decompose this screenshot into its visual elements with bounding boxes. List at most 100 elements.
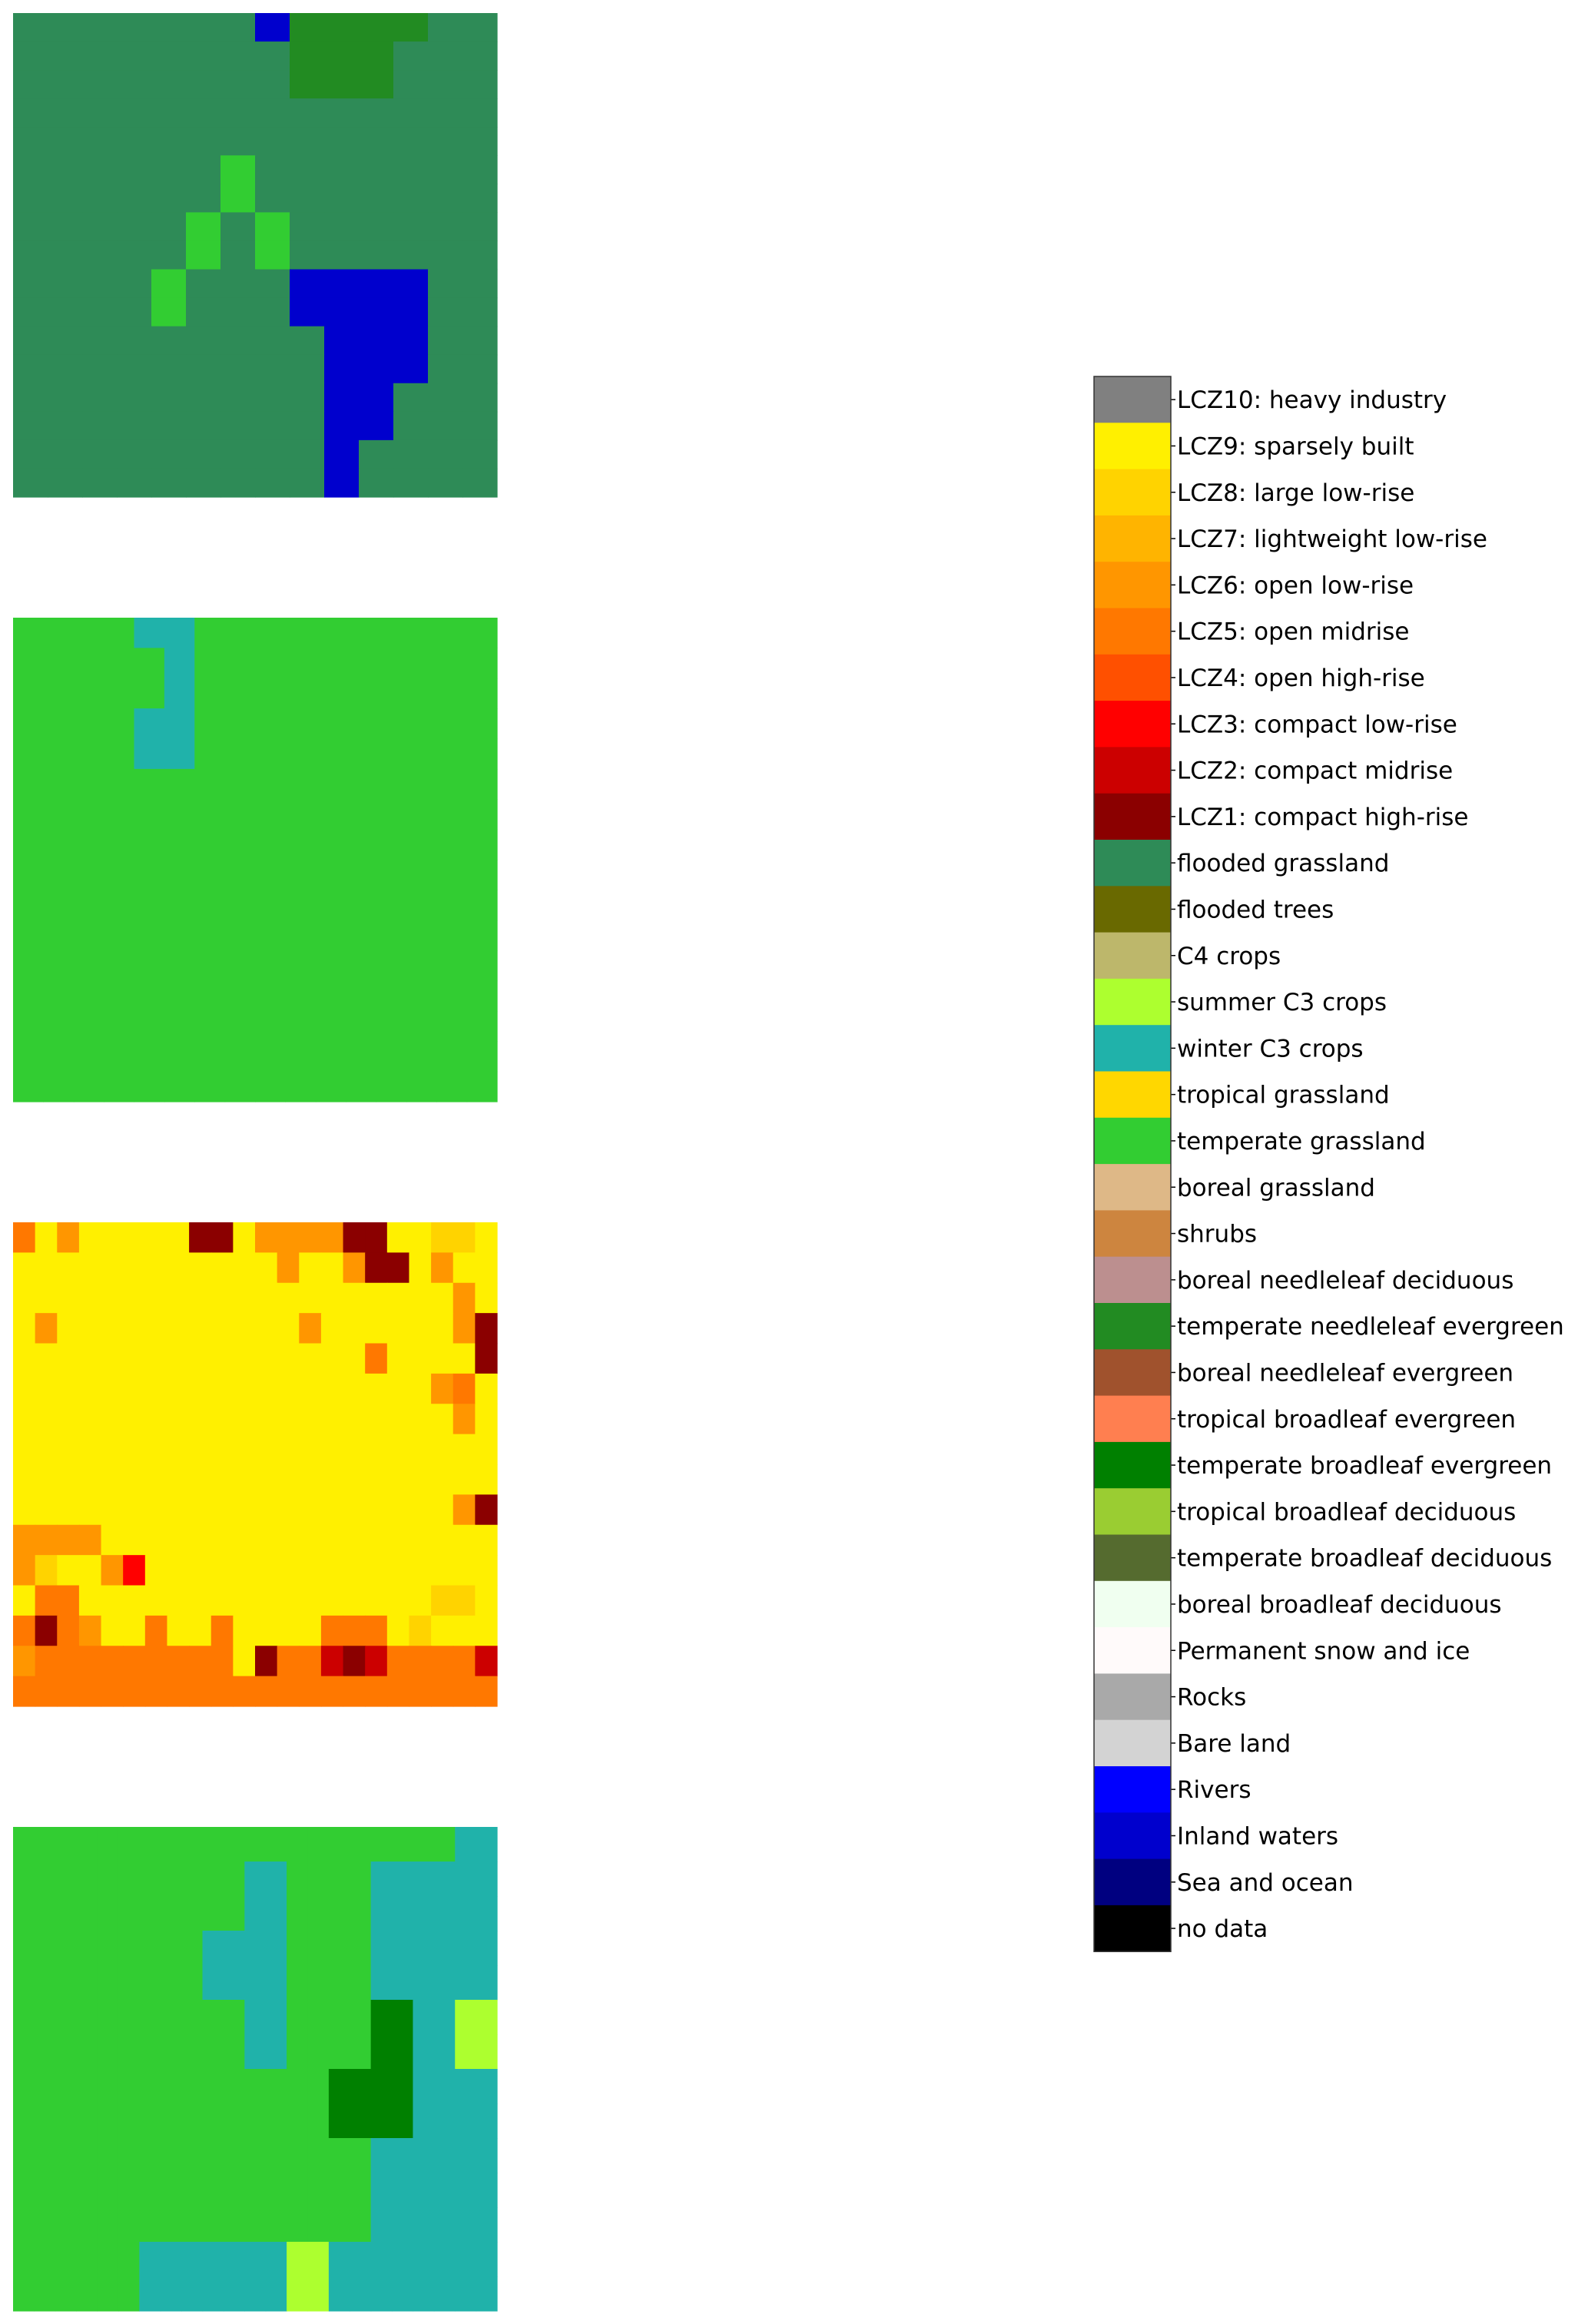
panel-2-cell [73,708,104,740]
panel-2-cell [73,618,104,648]
panel-2-cell [43,799,75,830]
panel-1-cell [393,383,429,413]
panel-3-cell [167,1282,190,1314]
panel-3-cell [233,1646,256,1677]
panel-3-cell [233,1434,256,1465]
panel-2-cell [73,1071,104,1102]
legend-label-temp_grass: temperate grassland [1177,1128,1426,1155]
legend-swatch-flooded_grassland [1094,840,1171,887]
panel-1-cell [48,354,83,384]
panel-3-cell [123,1404,146,1435]
panel-4-cell [413,2000,435,2035]
panel-2-cell [43,829,75,860]
panel-2-cell [406,678,437,709]
panel-4-cell [160,2000,182,2035]
panel-2-cell [194,980,226,1012]
panel-4-cell [455,2138,477,2173]
panel-1-cell [290,326,325,356]
legend-swatch-bor_nl_dec [1094,1256,1171,1304]
panel-1-cell [186,354,221,384]
panel-4-cell [202,1896,224,1931]
panel-4-cell [455,2104,477,2139]
panel-3-cell [365,1373,388,1404]
panel-2-cell [376,799,407,830]
panel-3-cell [144,1464,168,1495]
panel-3-cell [320,1373,344,1404]
panel-3-cell [255,1464,278,1495]
panel-2-cell [346,829,377,860]
panel-1-cell [151,240,187,270]
panel-1-cell [82,13,118,42]
panel-3-cell [475,1615,498,1646]
panel-1-cell [359,155,394,184]
panel-2-cell [406,980,437,1012]
panel-3-cell [255,1252,278,1284]
panel-2-cell [346,1071,377,1102]
panel-2-cell [224,980,256,1012]
panel-3-cell [123,1494,146,1526]
panel-2-cell [134,648,165,679]
panel-1-cell [290,439,325,469]
panel-3-cell [299,1646,322,1677]
legend-label-lcz2: LCZ2: compact midrise [1177,758,1453,785]
panel-2-cell [164,708,195,740]
panel-2-cell [376,768,407,800]
panel-3-cell [144,1615,168,1646]
panel-4-cell [265,2138,287,2173]
legend-swatch-sea [1094,1858,1171,1906]
panel-4-cell [476,1862,498,1897]
legend-label-trop_grass: tropical grassland [1177,1082,1390,1109]
panel-1-cell [82,269,118,299]
panel-2-cell [194,890,226,921]
panel-4-cell [181,2069,204,2104]
legend-swatch-summer_c3 [1094,978,1171,1026]
panel-3-cell [233,1555,256,1586]
panel-2-cell [104,860,135,890]
panel-4-cell [413,1827,435,1862]
panel-3-cell [57,1464,80,1495]
panel-1-cell [462,468,498,498]
panel-4-cell [118,1965,140,2001]
panel-1-cell [220,70,256,99]
panel-4-cell [287,1896,309,1931]
panel-4-cell [350,1896,372,1931]
panel-1-cell [48,13,83,42]
panel-2-cell [194,860,226,890]
panel-3-cell [211,1646,234,1677]
panel-1-cell [186,383,221,413]
panel-1-cell [428,240,463,270]
panel-1-cell [255,240,290,270]
panel-1-cell [324,155,360,184]
legend-label-lcz3: LCZ3: compact low-rise [1177,711,1457,738]
panel-2-cell [73,890,104,921]
panel-4-cell [350,2104,372,2139]
panel-4-cell [392,2034,414,2070]
panel-4-cell [476,2034,498,2070]
panel-2-cell [255,890,286,921]
panel-3-cell [57,1676,80,1707]
panel-1-cell [393,269,429,299]
panel-3-cell [78,1404,102,1435]
panel-2-cell [315,799,346,830]
panel-3-cell [431,1585,454,1616]
panel-1-cell [428,70,463,99]
panel-1-cell [393,98,429,128]
panel-4-cell [223,2207,245,2243]
panel-1-cell [255,155,290,184]
panel-3-cell [255,1524,278,1556]
panel-1-cell [13,297,48,327]
legend-swatch-trop_bl_dec [1094,1488,1171,1535]
panel-1-cell [117,70,152,99]
panel-2-cell [376,1071,407,1102]
panel-4-cell [223,2242,245,2277]
panel-4-cell [307,1827,330,1862]
panel-3-cell [365,1252,388,1284]
panel-1-cell [82,240,118,270]
panel-4-cell [97,2138,119,2173]
panel-2-cell [436,980,468,1012]
panel-2-cell [285,618,317,648]
panel-3-cell [365,1615,388,1646]
legend-swatch-lcz6 [1094,562,1171,608]
panel-2-cell [73,799,104,830]
panel-4-cell [433,2000,456,2035]
